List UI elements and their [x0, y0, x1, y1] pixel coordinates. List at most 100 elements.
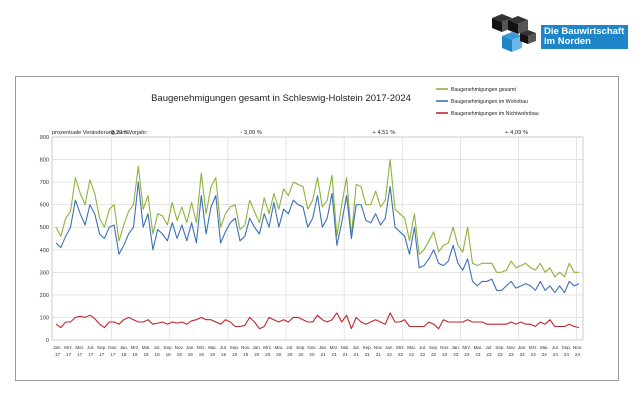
x-tick-year-label: 20: [276, 352, 282, 357]
x-tick-year-label: 19: [232, 352, 238, 357]
x-tick-label: Jan.: [319, 345, 328, 350]
x-tick-year-label: 19: [210, 352, 216, 357]
x-tick-label: Sep.: [495, 345, 504, 350]
x-tick-label: Jul.: [87, 345, 94, 350]
x-tick-year-label: 17: [77, 352, 83, 357]
x-tick-year-label: 21: [332, 352, 338, 357]
series-line-2: [55, 181, 580, 294]
x-tick-year-label: 19: [243, 352, 249, 357]
x-tick-year-label: 19: [188, 352, 194, 357]
x-tick-year-label: 17: [99, 352, 105, 357]
legend-label-2: Baugenehmigungen im Wohnbau: [451, 99, 528, 105]
logo-text: Die Bauwirtschaft im Norden: [541, 25, 629, 49]
x-tick-label: Sep.: [230, 345, 239, 350]
logo-line-1: Die Bauwirtschaft: [544, 26, 625, 37]
x-tick-year-label: 24: [542, 352, 548, 357]
x-tick-year-label: 19: [221, 352, 227, 357]
x-tick-year-label: 20: [287, 352, 293, 357]
y-tick-label: 500: [40, 225, 49, 231]
x-tick-label: Jan.: [518, 345, 527, 350]
logo-cubes-icon: [492, 14, 536, 52]
x-tick-label: Jan.: [53, 345, 62, 350]
x-tick-label: Mai.: [75, 345, 84, 350]
x-tick-label: Jul.: [552, 345, 559, 350]
logo-line-2: im Norden: [544, 36, 591, 47]
y-tick-label: 600: [40, 203, 49, 209]
x-tick-year-label: 18: [132, 352, 138, 357]
x-tick-year-label: 23: [453, 352, 459, 357]
x-tick-year-label: 17: [66, 352, 72, 357]
period-change-label: + 4,51 %: [372, 130, 395, 136]
chart-frame: 0 100 200 300 400 500 600 700 800 900 - 8,22 % - 3,…: [15, 76, 619, 381]
x-tick-label: Sep.: [562, 345, 571, 350]
x-tick-label: Nov.: [307, 345, 316, 350]
x-tick-year-label: 22: [398, 352, 404, 357]
x-tick-label: Mrz.: [197, 345, 206, 350]
x-tick-year-label: 23: [464, 352, 470, 357]
x-tick-label: Mai.: [142, 345, 151, 350]
x-tick-year-label: 18: [143, 352, 149, 357]
x-tick-label: Nov.: [573, 345, 582, 350]
x-tick-label: Mrz.: [462, 345, 471, 350]
legend-label-3: Baugenehmigungen im Nichtwohnbau: [451, 111, 539, 117]
x-tick-label: Mai.: [474, 345, 483, 350]
y-tick-label: 0: [46, 338, 49, 344]
x-tick-year-label: 23: [486, 352, 492, 357]
x-tick-label: Nov.: [175, 345, 184, 350]
period-change-label: - 3,09 %: [240, 130, 262, 136]
x-tick-label: Mai.: [407, 345, 416, 350]
x-tick-year-label: 17: [110, 352, 116, 357]
legend-label-1: Baugenehmigungen gesamt: [451, 87, 516, 93]
period-change-label: + 4,09 %: [505, 130, 528, 136]
x-tick-year-label: 24: [553, 352, 559, 357]
y-tick-label: 800: [40, 158, 49, 164]
x-tick-year-label: 20: [298, 352, 304, 357]
x-tick-year-label: 21: [320, 352, 326, 357]
x-tick-year-label: 20: [254, 352, 260, 357]
series-line-3: [55, 312, 580, 330]
x-tick-label: Sep.: [97, 345, 106, 350]
x-tick-label: Jan.: [451, 345, 460, 350]
x-tick-label: Mai.: [341, 345, 350, 350]
x-tick-label: Jan.: [385, 345, 394, 350]
x-tick-label: Mai.: [540, 345, 549, 350]
period-change-label: - 8,22 %: [108, 130, 130, 136]
x-tick-year-label: 22: [420, 352, 426, 357]
y-tick-label: 900: [40, 135, 49, 141]
x-tick-year-label: 22: [387, 352, 393, 357]
x-tick-label: Sep.: [429, 345, 438, 350]
x-tick-label: Jan.: [120, 345, 129, 350]
y-tick-label: 400: [40, 248, 49, 254]
x-tick-label: Jul.: [485, 345, 492, 350]
x-tick-label: Mai.: [208, 345, 217, 350]
x-tick-label: Nov.: [108, 345, 117, 350]
x-tick-year-label: 24: [531, 352, 537, 357]
x-tick-label: Mrz.: [64, 345, 73, 350]
x-tick-year-label: 24: [564, 352, 570, 357]
series-line-1: [55, 159, 579, 278]
x-tick-year-label: 18: [121, 352, 127, 357]
x-tick-label: Mrz.: [330, 345, 339, 350]
x-tick-label: Jan.: [252, 345, 261, 350]
x-tick-label: Jan.: [186, 345, 195, 350]
x-tick-label: Mrz.: [131, 345, 140, 350]
x-tick-label: Jul.: [353, 345, 360, 350]
chart-title: Baugenehmigungen gesamt in Schleswig-Hol…: [151, 93, 411, 104]
x-tick-year-label: 22: [431, 352, 437, 357]
x-tick-label: Jul.: [220, 345, 227, 350]
x-tick-year-label: 18: [155, 352, 161, 357]
x-tick-year-label: 21: [376, 352, 382, 357]
x-tick-year-label: 19: [199, 352, 205, 357]
x-tick-year-label: 18: [177, 352, 183, 357]
x-tick-label: Mrz.: [396, 345, 405, 350]
x-tick-year-label: 22: [442, 352, 448, 357]
x-tick-year-label: 24: [520, 352, 526, 357]
x-tick-year-label: 22: [409, 352, 415, 357]
company-logo: Die Bauwirtschaft im Norden: [488, 12, 629, 56]
x-tick-year-label: 23: [475, 352, 481, 357]
x-tick-label: Mai.: [274, 345, 283, 350]
x-tick-label: Mrz.: [263, 345, 272, 350]
x-tick-label: Jul.: [286, 345, 293, 350]
y-tick-label: 200: [40, 293, 49, 299]
x-tick-label: Mrz.: [529, 345, 538, 350]
